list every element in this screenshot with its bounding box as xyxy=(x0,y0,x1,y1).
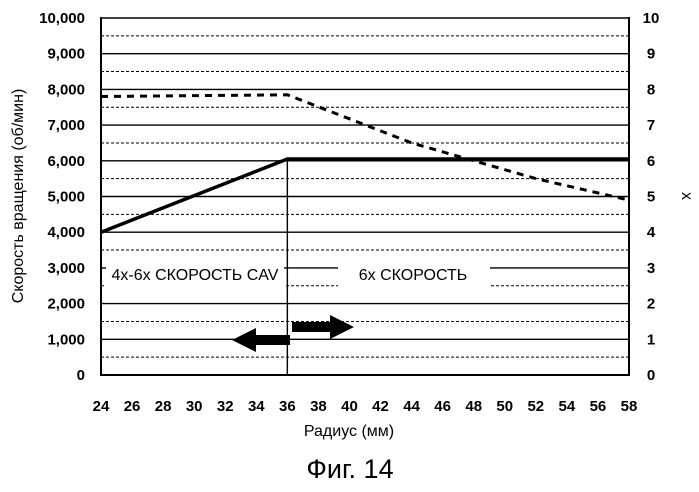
x-tick-label: 42 xyxy=(372,398,389,415)
x-tick-labels: 24 26 28 30 32 34 36 38 40 42 44 46 48 50 52 54 56 58 xyxy=(93,398,638,415)
y-tick-label: 3,000 xyxy=(47,260,85,277)
series-layer xyxy=(101,95,629,232)
x-tick-label: 48 xyxy=(465,398,482,415)
y-tick-label: 0 xyxy=(77,367,85,384)
y-tick-label: 6,000 xyxy=(47,153,85,170)
x-axis-title: Радиус (мм) xyxy=(304,423,394,440)
y2-axis-title: x xyxy=(678,192,695,200)
y2-tick-labels: 0 1 2 3 4 5 6 7 8 9 10 xyxy=(643,10,660,384)
y-tick-label: 2,000 xyxy=(47,296,85,313)
y-tick-label: 4,000 xyxy=(47,224,85,241)
y2-tick-label: 8 xyxy=(647,81,655,98)
y2-tick-label: 4 xyxy=(647,224,656,241)
x-tick-label: 36 xyxy=(279,398,296,415)
y2-tick-label: 1 xyxy=(647,331,655,348)
x-tick-label: 28 xyxy=(155,398,172,415)
series-line-solid xyxy=(101,159,629,232)
y2-tick-label: 10 xyxy=(643,10,660,27)
y-tick-label: 8,000 xyxy=(47,81,85,98)
y2-tick-label: 2 xyxy=(647,296,655,313)
figure-caption: Фиг. 14 xyxy=(306,454,393,484)
grid-lines xyxy=(101,18,629,357)
x-tick-label: 38 xyxy=(310,398,327,415)
x-tick-label: 26 xyxy=(124,398,141,415)
right-region-label: 6x СКОРОСТЬ xyxy=(359,267,468,284)
right-arrow-icon xyxy=(292,315,354,339)
y2-tick-label: 5 xyxy=(647,189,655,206)
left-arrow-icon xyxy=(232,328,290,352)
annotations: 4x-6x СКОРОСТЬ CAV 6x СКОРОСТЬ xyxy=(106,252,490,352)
y-tick-label: 7,000 xyxy=(47,117,85,134)
x-tick-label: 58 xyxy=(621,398,638,415)
x-tick-label: 52 xyxy=(527,398,544,415)
y-tick-label: 5,000 xyxy=(47,189,85,206)
y2-tick-label: 9 xyxy=(647,46,655,63)
x-tick-label: 24 xyxy=(93,398,110,415)
x-tick-label: 44 xyxy=(403,398,420,415)
y-tick-label: 1,000 xyxy=(47,331,85,348)
y2-tick-label: 3 xyxy=(647,260,655,277)
y2-tick-label: 6 xyxy=(647,153,655,170)
y-axis-title: Скорость вращения (об/мин) xyxy=(10,89,27,304)
x-tick-label: 30 xyxy=(186,398,203,415)
y2-tick-label: 7 xyxy=(647,117,655,134)
x-tick-label: 32 xyxy=(217,398,234,415)
x-tick-label: 40 xyxy=(341,398,358,415)
y2-tick-label: 0 xyxy=(647,367,655,384)
y-tick-label: 9,000 xyxy=(47,46,85,63)
x-tick-label: 34 xyxy=(248,398,265,415)
left-region-label: 4x-6x СКОРОСТЬ CAV xyxy=(112,267,279,284)
x-tick-label: 54 xyxy=(559,398,576,415)
x-tick-label: 46 xyxy=(434,398,451,415)
y-tick-label: 10,000 xyxy=(39,10,85,27)
y-tick-labels: 0 1,000 2,000 3,000 4,000 5,000 6,000 7,000 8,00… xyxy=(39,10,85,384)
x-tick-label: 56 xyxy=(590,398,607,415)
x-tick-label: 50 xyxy=(496,398,513,415)
series-line-dashed xyxy=(101,95,629,200)
